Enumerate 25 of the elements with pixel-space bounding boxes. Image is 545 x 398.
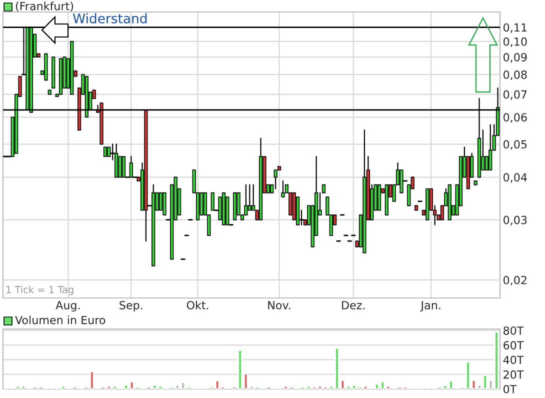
y-tick-label: 80T [504, 326, 524, 335]
y-tick-label: 0,03 [504, 216, 527, 226]
y-tick-label: 0,11 [504, 23, 526, 33]
y-tick-label: 60T [504, 341, 524, 350]
y-tick-label: 0,09 [504, 53, 527, 63]
y-tick-label: 0,05 [504, 140, 527, 150]
y-tick-label: 40T [503, 356, 524, 364]
x-tick-label: Jan. [420, 301, 440, 312]
chart-title: Volumen in Euro [15, 316, 106, 324]
x-tick-label: Aug. [56, 301, 80, 312]
x-tick-label: Dez. [342, 301, 365, 310]
y-tick-label: 0,10 [504, 37, 527, 47]
y-tick-label: 0,02 [504, 276, 526, 286]
y-tick-label: 0,06 [504, 113, 527, 123]
ref-line-label: Widerstand [73, 13, 147, 24]
x-tick-label: Okt. [186, 300, 208, 310]
y-tick-label: 20T [504, 370, 524, 379]
chart-title: (Frankfurt) [16, 2, 74, 12]
y-tick-label: 0,04 [504, 173, 527, 183]
x-tick-label: Sep. [120, 300, 142, 312]
x-tick-label: Nov. [268, 301, 290, 310]
annotation: 1 Tick = 1 Tag [6, 286, 74, 296]
y-tick-label: 0,07 [504, 90, 527, 100]
y-tick-label: 0,08 [504, 70, 527, 80]
y-tick-label: 0T [504, 384, 517, 394]
